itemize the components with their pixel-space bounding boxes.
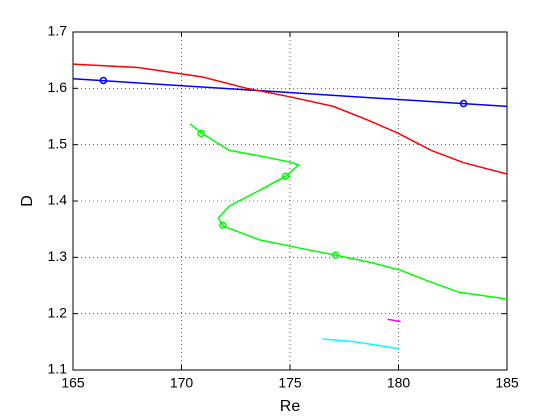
y-tick-label: 1.3: [48, 248, 68, 264]
marker: [99, 76, 108, 85]
marker: [197, 129, 205, 138]
y-tick-label: 1.1: [48, 361, 68, 377]
series-line: [322, 338, 399, 350]
y-tick-label: 1.5: [48, 135, 68, 151]
y-tick-label: 1.4: [48, 192, 68, 208]
series-line: [387, 318, 401, 323]
x-tick-label: 175: [278, 375, 302, 391]
x-tick-label: 185: [495, 375, 519, 391]
x-tick-label: 170: [170, 375, 194, 391]
series-line: [189, 123, 508, 300]
series-line: [72, 78, 508, 108]
marker: [331, 251, 340, 259]
marker: [218, 221, 227, 229]
marker: [459, 99, 468, 108]
y-tick-label: 1.7: [48, 23, 68, 39]
y-tick-label: 1.2: [48, 304, 68, 320]
y-axis-label: D: [19, 195, 36, 207]
x-tick-label: 180: [387, 375, 411, 391]
axes-box: [72, 31, 508, 371]
y-tick-label: 1.6: [48, 79, 68, 95]
x-tick-label: 165: [61, 375, 85, 391]
x-axis-label: Re: [280, 398, 301, 415]
series-line: [72, 63, 508, 175]
marker: [281, 172, 290, 180]
